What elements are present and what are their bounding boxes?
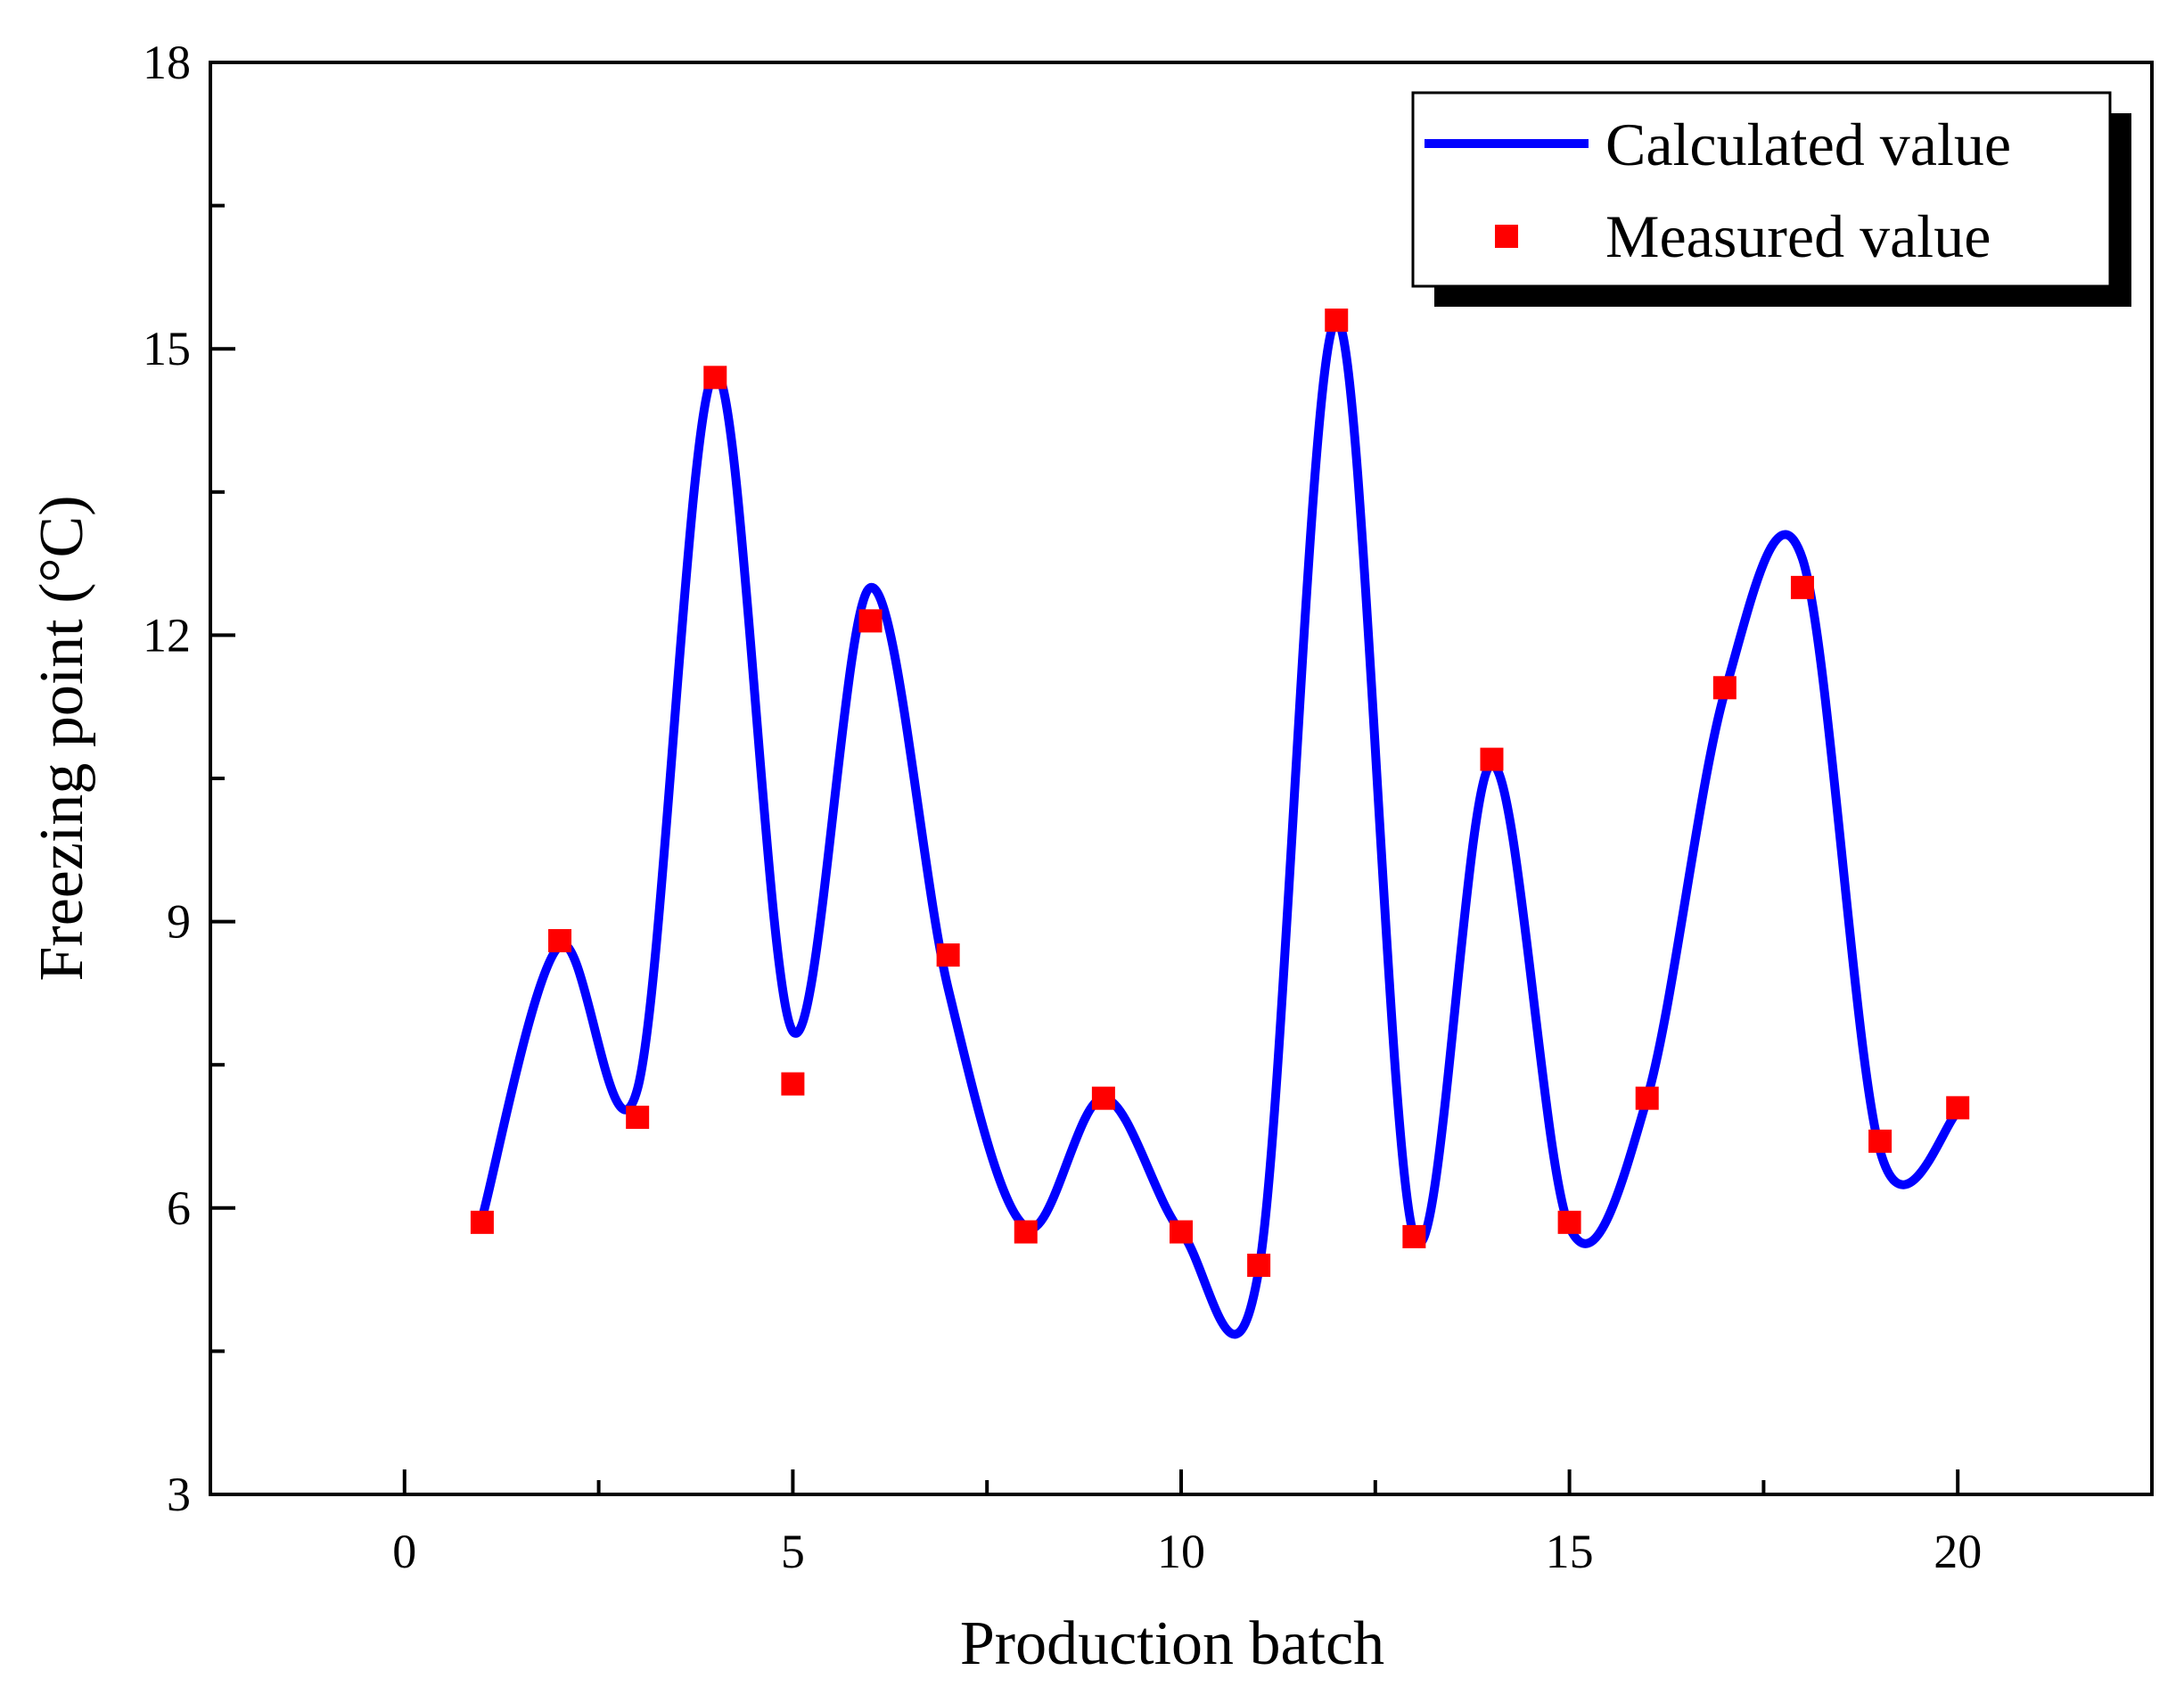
legend-box <box>1411 91 2112 288</box>
measured-point-8 <box>1014 1220 1038 1244</box>
measured-point-18 <box>1790 575 1814 599</box>
measured-point-5 <box>781 1072 805 1096</box>
measured-point-17 <box>1712 676 1737 700</box>
y-tick-label: 18 <box>143 36 191 89</box>
measured-point-16 <box>1635 1086 1659 1110</box>
measured-point-12 <box>1325 309 1349 333</box>
measured-point-14 <box>1480 747 1504 771</box>
x-tick-label: 10 <box>1157 1525 1205 1578</box>
measured-point-4 <box>703 366 727 390</box>
x-tick-label: 5 <box>781 1525 805 1578</box>
measured-point-2 <box>548 929 572 953</box>
measured-point-20 <box>1946 1096 1970 1120</box>
y-tick-label: 6 <box>167 1181 191 1235</box>
y-axis-title: Freezing point (°C) <box>28 495 96 981</box>
series-line-calculated-value <box>477 316 1963 1339</box>
measured-point-9 <box>1091 1086 1115 1110</box>
legend-marker-measured-value <box>1495 225 1518 248</box>
x-tick-label: 20 <box>1934 1525 1982 1578</box>
legend: Calculated value Measured value <box>1411 91 2131 307</box>
x-tick-label: 15 <box>1546 1525 1594 1578</box>
measured-point-19 <box>1868 1129 1893 1153</box>
measured-point-6 <box>858 609 883 633</box>
y-tick-label: 9 <box>167 895 191 949</box>
y-tick-label: 3 <box>167 1468 191 1521</box>
measured-point-1 <box>470 1210 494 1234</box>
x-axis-title: Production batch <box>960 1609 1384 1678</box>
y-tick-label: 15 <box>143 322 191 375</box>
y-tick-label: 12 <box>143 608 191 662</box>
measured-point-10 <box>1170 1220 1193 1244</box>
legend-label-measured-value: Measured value <box>1605 202 1991 270</box>
measured-point-15 <box>1557 1210 1581 1234</box>
measured-point-11 <box>1247 1254 1271 1278</box>
measured-point-7 <box>936 943 960 967</box>
measured-point-3 <box>626 1106 650 1130</box>
measured-point-13 <box>1402 1224 1426 1248</box>
legend-label-calculated-value: Calculated value <box>1605 111 2011 178</box>
x-tick-label: 0 <box>392 1525 416 1578</box>
